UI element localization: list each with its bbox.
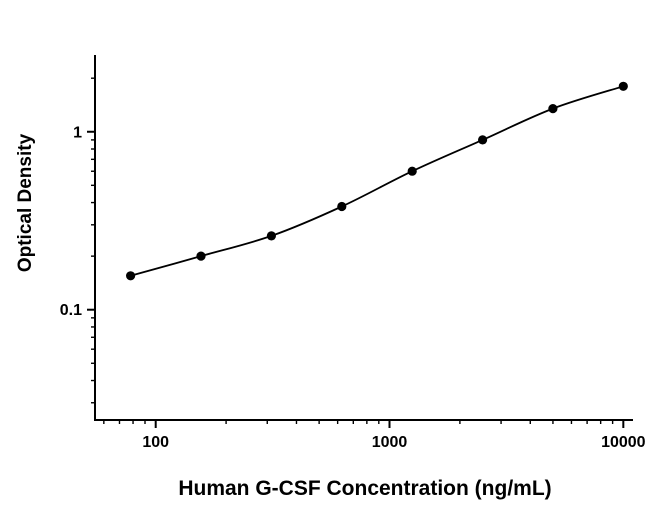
x-tick-label: 10000 xyxy=(601,434,646,451)
y-tick-label: 0.1 xyxy=(60,302,82,319)
axes-frame xyxy=(94,55,633,421)
y-tick-label: 1 xyxy=(73,124,82,141)
x-tick-label: 100 xyxy=(142,434,169,451)
data-point-marker xyxy=(196,251,206,261)
data-point-marker xyxy=(478,135,488,145)
data-point-marker xyxy=(548,104,558,114)
data-point-marker xyxy=(618,81,628,91)
data-point-marker xyxy=(337,201,347,212)
data-point-marker xyxy=(126,271,136,281)
x-axis-title: Human G-CSF Concentration (ng/mL) xyxy=(178,477,552,500)
data-point-marker xyxy=(407,166,417,176)
y-axis-title: Optical Density xyxy=(15,133,36,273)
data-point-marker xyxy=(266,231,276,241)
standard-curve-line xyxy=(130,85,624,277)
x-tick-label: 1000 xyxy=(372,434,408,451)
